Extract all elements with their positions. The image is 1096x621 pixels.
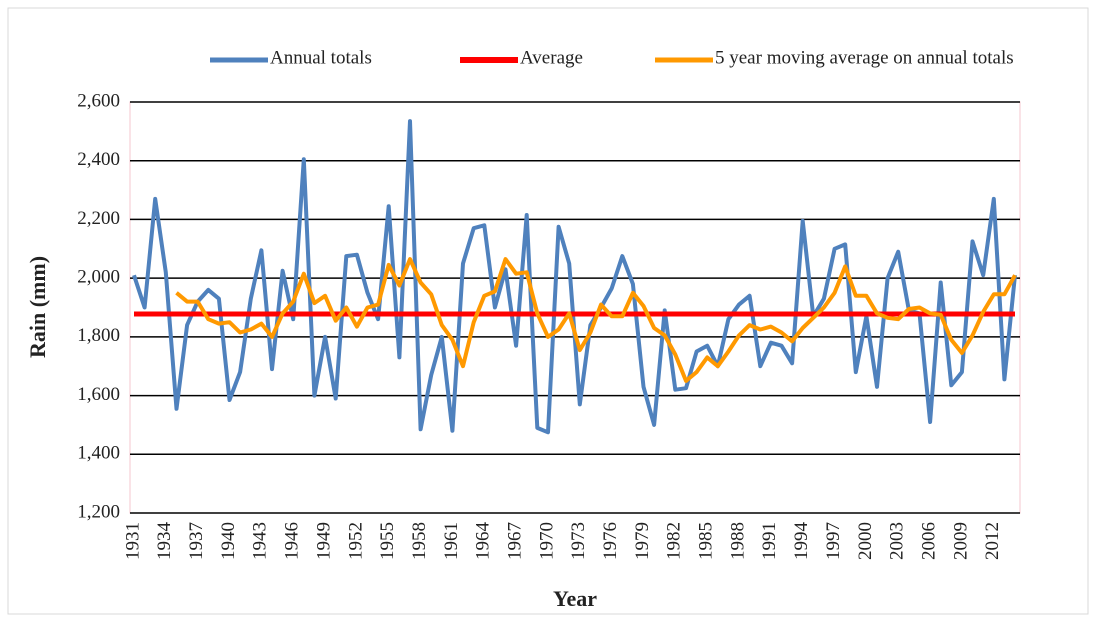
x-tick-label: 1961: [441, 522, 462, 560]
y-tick-label: 1,600: [77, 384, 120, 405]
x-tick-label: 1949: [313, 522, 334, 560]
x-tick-label: 1955: [377, 522, 398, 560]
x-tick-label: 1940: [218, 522, 239, 560]
y-tick-label: 1,200: [77, 501, 120, 522]
y-tick-label: 1,800: [77, 325, 120, 346]
x-tick-label: 1937: [186, 522, 207, 560]
x-tick-label: 1934: [154, 522, 175, 561]
y-tick-label: 2,200: [77, 208, 120, 229]
x-tick-label: 1973: [568, 522, 589, 560]
legend-label: 5 year moving average on annual totals: [715, 47, 1014, 68]
x-tick-label: 1997: [823, 522, 844, 560]
x-tick-label: 1958: [409, 522, 430, 560]
y-tick-label: 1,400: [77, 443, 120, 464]
x-tick-label: 2003: [887, 522, 908, 560]
x-axis-title: Year: [553, 586, 597, 611]
data-line: [175, 257, 1017, 383]
y-tick-label: 2,400: [77, 149, 120, 170]
x-tick-label: 2009: [950, 522, 971, 560]
x-tick-label: 1976: [600, 522, 621, 560]
x-tick-label: 1979: [632, 522, 653, 560]
x-tick-label: 1982: [664, 522, 685, 560]
x-tick-label: 1964: [473, 522, 494, 561]
x-tick-label: 1988: [727, 522, 748, 560]
x-tick-label: 1970: [536, 522, 557, 560]
x-tick-label: 2006: [918, 522, 939, 560]
x-tick-label: 1931: [122, 522, 143, 560]
x-tick-label: 1946: [282, 522, 303, 560]
x-tick-label: 1985: [696, 522, 717, 560]
x-tick-label: 2012: [982, 522, 1003, 560]
y-tick-label: 2,000: [77, 267, 120, 288]
x-tick-label: 1943: [250, 522, 271, 560]
x-tick-label: 1991: [759, 522, 780, 560]
x-tick-label: 1952: [345, 522, 366, 560]
x-tick-label: 2000: [855, 522, 876, 560]
legend-label: Annual totals: [270, 47, 372, 68]
y-tick-label: 2,600: [77, 90, 120, 111]
x-tick-label: 1994: [791, 522, 812, 561]
legend-label: Average: [520, 47, 583, 68]
x-tick-label: 1967: [504, 522, 525, 560]
y-axis-title: Rain (mm): [25, 256, 50, 358]
